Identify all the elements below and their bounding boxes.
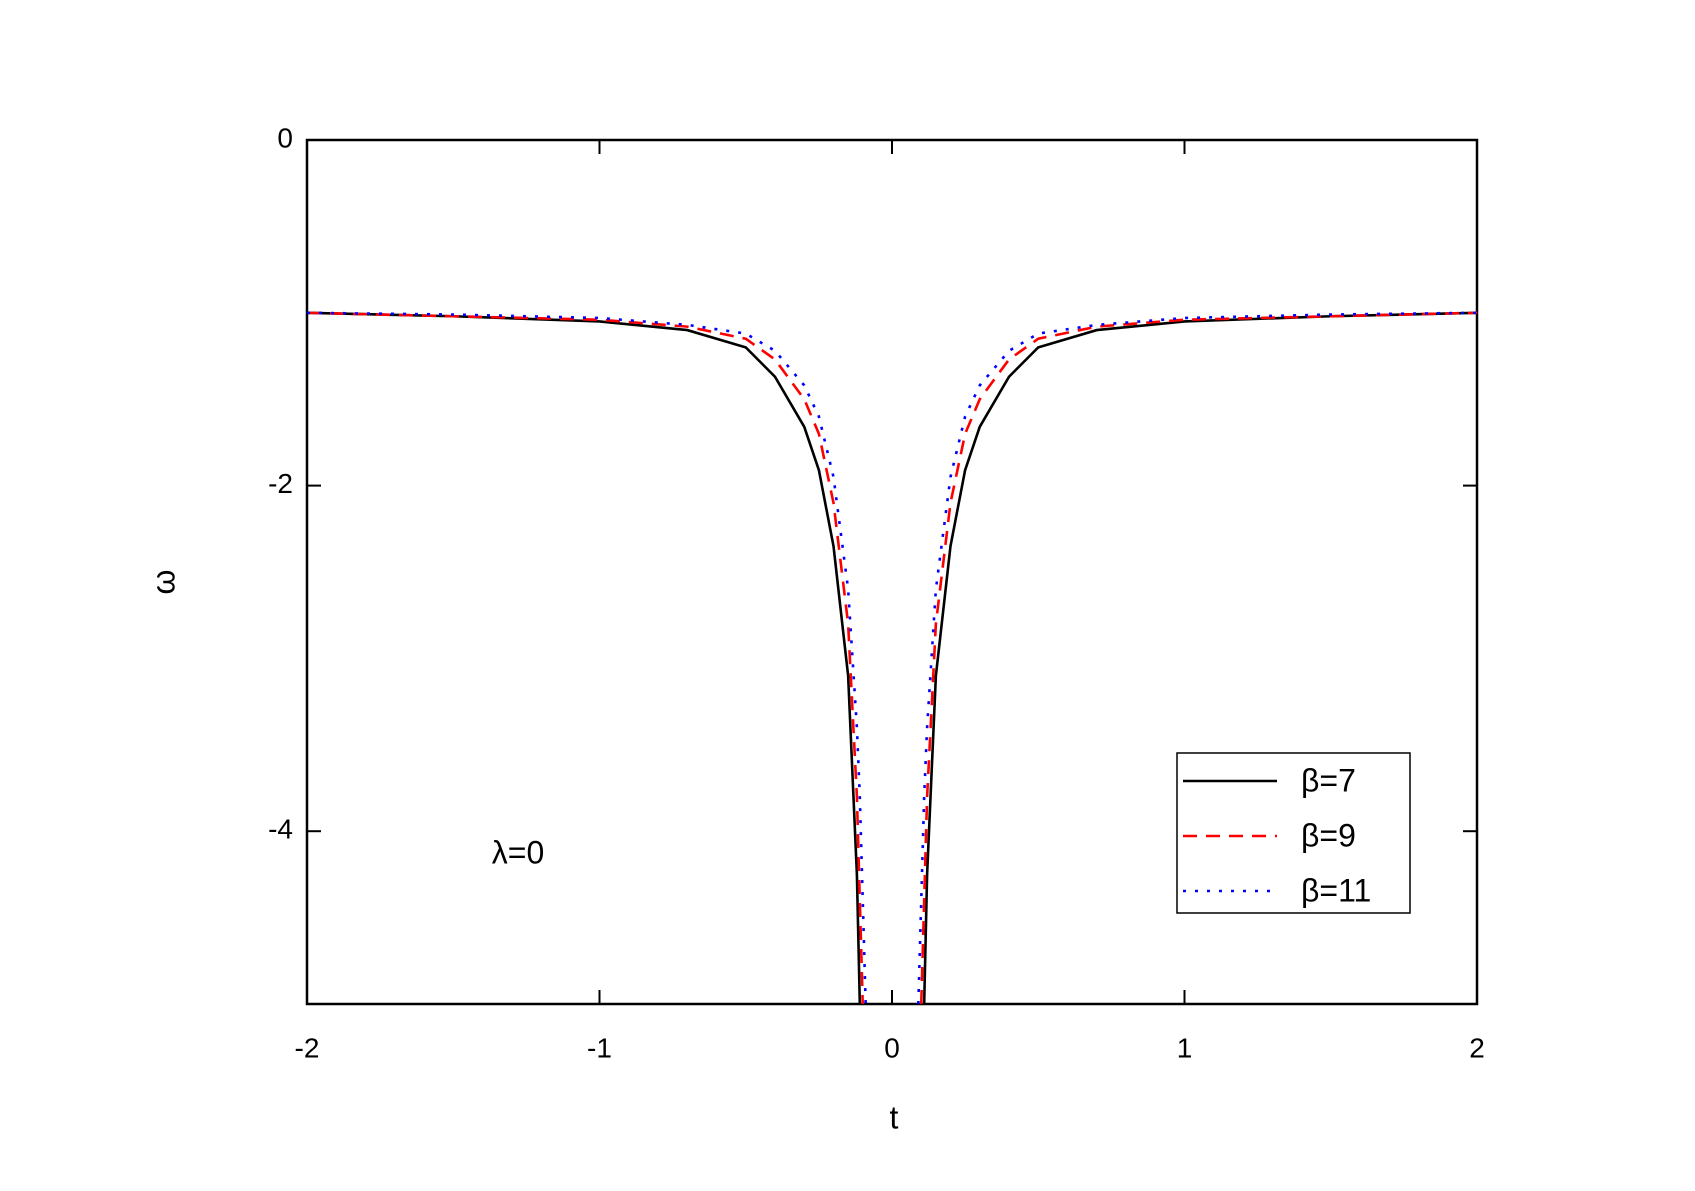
- line-series: [307, 311, 1477, 1004]
- line-series: [307, 311, 1477, 1004]
- y-axis-title: ω: [145, 570, 181, 595]
- line-series: [307, 311, 1477, 1004]
- y-tick-label: -2: [268, 468, 293, 499]
- legend-box: [1176, 752, 1411, 914]
- legend-label: β=11: [1301, 872, 1371, 908]
- legend-label: β=9: [1301, 817, 1356, 853]
- x-tick-label: 1: [1177, 1032, 1193, 1063]
- plot-lines: [307, 311, 1477, 1004]
- x-tick-label: -1: [587, 1032, 612, 1063]
- y-tick-label: -4: [268, 814, 293, 845]
- y-tick-label: 0: [277, 122, 293, 153]
- x-tick-label: 0: [884, 1032, 900, 1063]
- legend-label: β=7: [1301, 762, 1356, 798]
- legend: β=7 β=9 β=11: [1176, 752, 1411, 914]
- x-axis-title: t: [890, 1099, 899, 1135]
- x-tick-label: 2: [1469, 1032, 1485, 1063]
- x-tick-label: -2: [295, 1032, 320, 1063]
- annotation: λ=0: [492, 834, 544, 870]
